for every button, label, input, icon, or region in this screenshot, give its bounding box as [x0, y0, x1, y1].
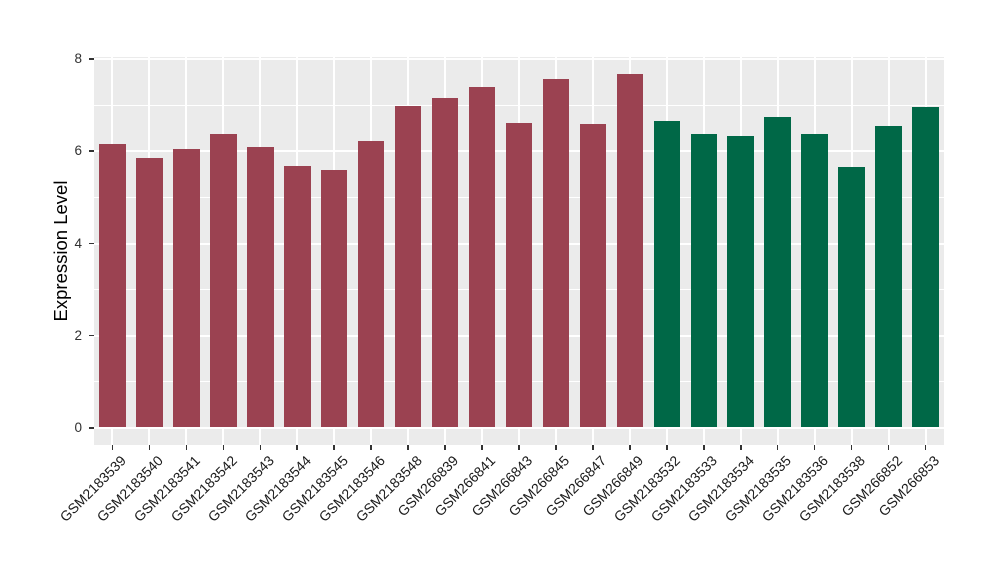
bar-GSM266841	[468, 87, 496, 427]
y-axis-tick-label: 0	[74, 420, 82, 435]
bar-GSM2183548	[394, 106, 422, 427]
bar-GSM2183532	[653, 121, 681, 427]
y-axis-tick-label: 4	[74, 235, 82, 251]
y-axis-tick-label: 8	[74, 51, 82, 66]
y-axis-tick	[89, 427, 94, 429]
x-axis-tick	[887, 445, 890, 450]
bar-GSM2183541	[173, 149, 200, 427]
bar-GSM2183533	[690, 133, 718, 427]
x-axis-tick	[444, 445, 446, 450]
x-axis-tick	[666, 445, 668, 450]
bar-GSM2183542	[210, 134, 237, 427]
x-axis-tick	[555, 445, 557, 450]
bar-GSM266845	[542, 79, 570, 427]
y-axis-tick	[89, 334, 94, 337]
bar-GSM2183545	[320, 170, 348, 427]
x-axis-tick	[813, 445, 816, 450]
x-axis-tick	[850, 445, 853, 450]
bar-GSM2183539	[99, 143, 126, 427]
bar-GSM2183536	[801, 133, 828, 427]
bar-GSM2183544	[284, 166, 311, 427]
bar-GSM266849	[616, 74, 644, 427]
bar-GSM2183538	[838, 167, 865, 427]
minor-gridline	[94, 104, 944, 106]
x-axis-tick	[259, 445, 262, 450]
bar-GSM2183534	[727, 136, 754, 427]
y-axis-tick	[89, 58, 94, 60]
bar-GSM266839	[431, 97, 459, 427]
x-axis-tick	[629, 445, 631, 450]
x-axis-tick	[148, 445, 151, 450]
x-axis-tick	[333, 445, 335, 450]
x-axis-tick	[407, 445, 409, 450]
x-axis-tick	[739, 445, 742, 450]
bar-GSM2183546	[357, 140, 385, 427]
y-axis-tick	[89, 150, 94, 152]
x-axis-tick	[702, 445, 705, 450]
major-gridline	[94, 58, 944, 60]
x-axis-tick	[518, 445, 520, 450]
x-axis-tick	[924, 445, 927, 450]
x-axis-tick	[481, 445, 483, 450]
bar-GSM266852	[875, 125, 902, 427]
x-axis-tick	[185, 445, 188, 450]
x-axis-tick	[222, 445, 225, 450]
x-axis-tick	[370, 445, 372, 450]
bar-GSM266853	[912, 106, 939, 427]
major-gridline	[94, 427, 944, 429]
x-axis-tick	[111, 445, 114, 450]
x-axis-tick	[776, 445, 779, 450]
bar-GSM266847	[579, 124, 607, 427]
x-axis-tick	[592, 445, 594, 450]
bar-GSM266843	[505, 122, 533, 427]
bar-GSM2183535	[764, 117, 791, 427]
bar-GSM2183543	[247, 146, 274, 427]
y-axis-tick-label: 2	[74, 327, 82, 343]
y-axis-tick-label: 6	[74, 143, 82, 159]
bar-GSM2183540	[136, 157, 163, 427]
x-axis-tick	[296, 445, 299, 450]
y-axis-tick	[89, 242, 94, 245]
